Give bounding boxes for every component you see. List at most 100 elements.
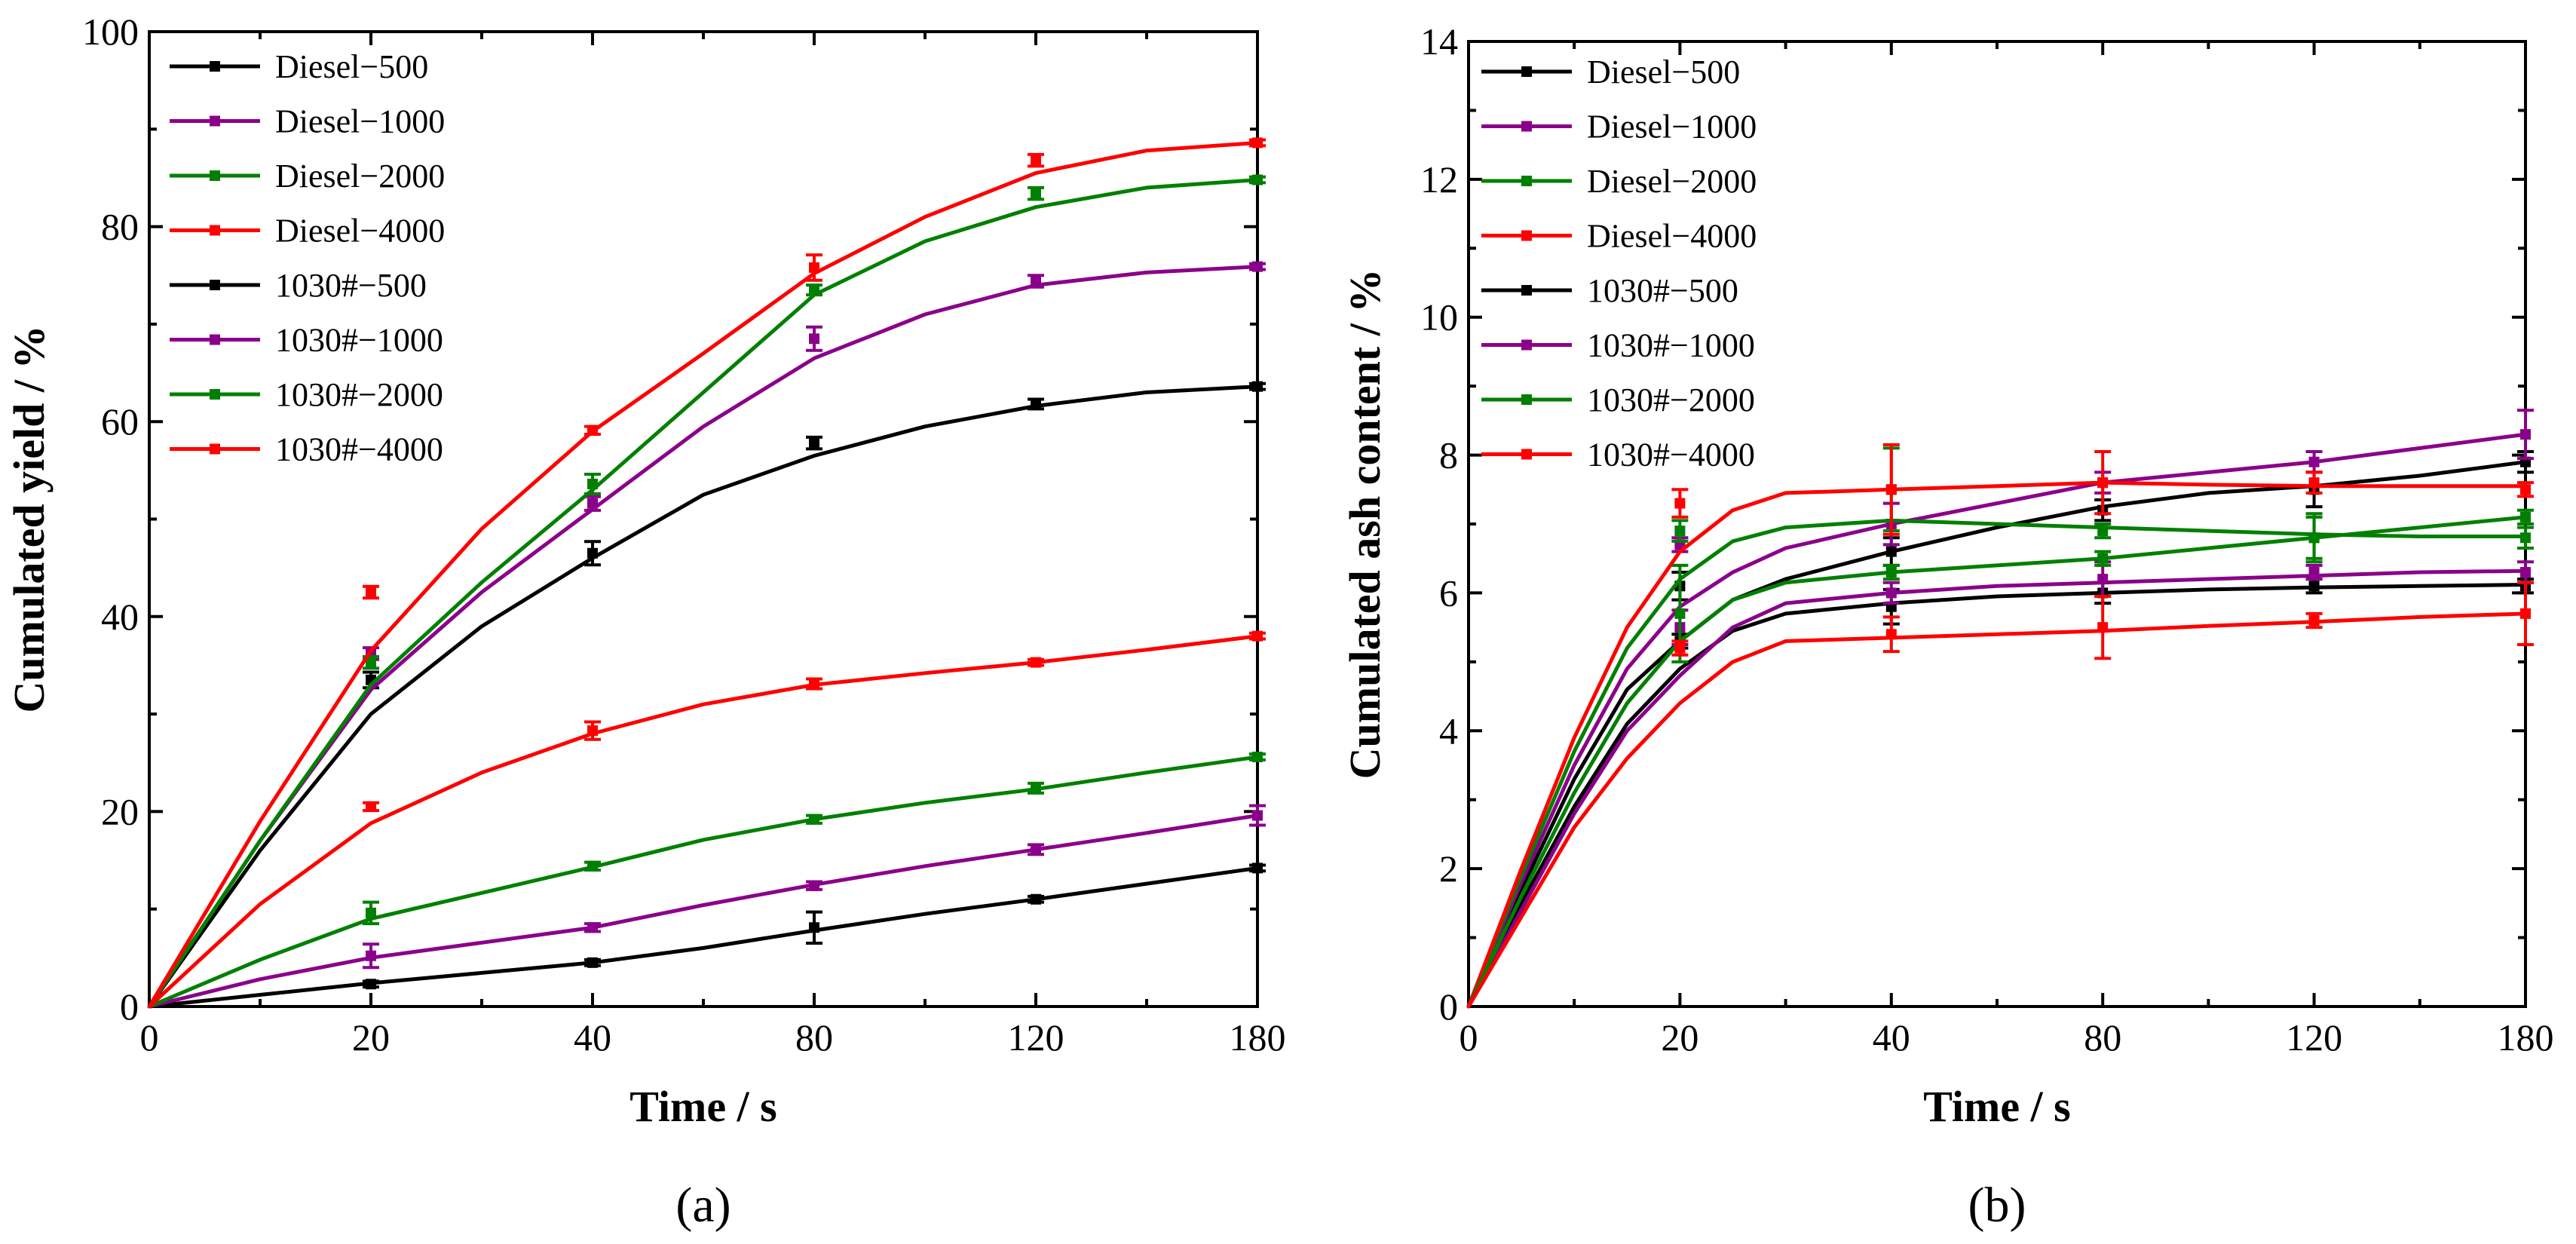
legend-label: 1030#−2000 [1587, 381, 1755, 418]
legend-label: 1030#−4000 [275, 431, 443, 468]
x-tick-label: 20 [1661, 1016, 1698, 1059]
data-point [2097, 622, 2109, 633]
data-point [1252, 381, 1263, 392]
data-point [1674, 498, 1686, 509]
series-line [1466, 515, 2528, 1009]
data-point [587, 957, 598, 968]
series-8 [147, 630, 1266, 1009]
data-point [1031, 155, 1041, 166]
data-point [587, 424, 598, 436]
data-point [809, 922, 819, 933]
legend-swatch-marker [210, 443, 220, 455]
data-point [366, 979, 376, 990]
legend-label: Diesel−500 [275, 48, 428, 85]
series-line [1466, 583, 2528, 1009]
legend-label: 1030#−2000 [275, 376, 443, 413]
data-point [1031, 188, 1041, 199]
data-point [1885, 484, 1897, 495]
legend-swatch-marker [1521, 449, 1532, 460]
y-tick-label: 2 [1439, 847, 1458, 890]
data-point [587, 860, 598, 872]
y-tick-label: 0 [1439, 985, 1458, 1028]
legend-swatch-marker [210, 389, 220, 400]
x-tick-label: 120 [2286, 1016, 2342, 1059]
legend-swatch-marker [1521, 176, 1532, 186]
legend: Diesel−500 Diesel−1000 Diesel−2000 Diesel−4… [1481, 54, 1757, 473]
x-tick-label: 0 [1460, 1016, 1478, 1059]
x-tick-label: 40 [1873, 1016, 1910, 1059]
data-point [2520, 484, 2531, 495]
data-point [1885, 629, 1897, 640]
data-point [1885, 587, 1897, 599]
y-tick-label: 60 [101, 400, 139, 443]
legend-label: Diesel−2000 [275, 158, 445, 195]
x-tick-label: 20 [352, 1016, 390, 1059]
y-tick-label: 10 [1420, 296, 1458, 339]
legend-label: Diesel−1000 [1587, 109, 1757, 146]
series-5 [1466, 578, 2534, 1009]
legend-label: Diesel−4000 [1587, 218, 1757, 255]
legend-swatch-marker [1521, 230, 1532, 241]
data-point [366, 950, 376, 961]
series-6 [1466, 560, 2534, 1009]
series-line [1466, 568, 2528, 1009]
y-tick-label: 0 [120, 985, 139, 1028]
data-point [2097, 574, 2109, 585]
data-point [2308, 615, 2320, 626]
series-line [147, 140, 1260, 1009]
data-point [1885, 546, 1897, 557]
data-point [2308, 567, 2320, 578]
x-tick-label: 40 [574, 1016, 611, 1059]
chart-panel-b: 0 20 40 80 120 180 0 2 4 6 8 10 12 14 Time / s Cumulate… [1340, 20, 2554, 1233]
x-tick-label: 80 [795, 1016, 833, 1059]
data-point [2520, 429, 2531, 440]
panel-label: (a) [675, 1178, 731, 1233]
data-point [1031, 844, 1041, 855]
series-7 [1466, 508, 2534, 1009]
legend-label: 1030#−1000 [1587, 327, 1755, 364]
series-line [1466, 518, 2528, 1009]
data-point [2308, 477, 2320, 489]
data-point [1674, 525, 1686, 537]
legend-label: Diesel−500 [1587, 54, 1740, 90]
series-line [147, 385, 1260, 1009]
legend-swatch-marker [1521, 339, 1532, 351]
legend-swatch-marker [210, 170, 220, 181]
data-point [1252, 810, 1263, 821]
data-point [366, 657, 376, 668]
data-point [587, 478, 598, 489]
legend: Diesel−500 Diesel−1000 Diesel−2000 Diesel−4… [170, 48, 445, 468]
data-point [2520, 532, 2531, 544]
legend-swatch-marker [1521, 121, 1532, 132]
data-point [2308, 456, 2320, 467]
data-point [366, 801, 376, 812]
legend-swatch-marker [210, 334, 220, 345]
data-point [587, 922, 598, 933]
series-line [147, 178, 1260, 1009]
x-tick-label: 180 [2498, 1016, 2554, 1059]
data-point [587, 547, 598, 559]
data-point [587, 725, 598, 737]
legend-label: Diesel−1000 [275, 103, 445, 140]
data-point [2097, 553, 2109, 564]
legend-label: 1030#−4000 [1587, 437, 1755, 473]
legend-swatch-marker [210, 225, 220, 236]
series-4 [1466, 443, 2534, 1009]
series-line [1466, 480, 2528, 1009]
data-point [1674, 642, 1686, 654]
legend-label: Diesel−4000 [275, 213, 445, 250]
data-point [809, 814, 819, 825]
data-point [2520, 511, 2531, 522]
data-point [1252, 630, 1263, 642]
y-axis-title: Cumulated ash content / % [1340, 269, 1389, 780]
x-tick-label: 180 [1230, 1016, 1286, 1059]
series-6 [147, 804, 1266, 1009]
data-point [809, 880, 819, 891]
x-tick-label: 80 [2084, 1016, 2121, 1059]
data-point [1031, 657, 1041, 668]
legend-swatch-marker [1521, 66, 1532, 77]
series-2 [1466, 409, 2534, 1009]
panel-label: (b) [1968, 1178, 2026, 1233]
chart-panel-a: 0 20 40 80 120 180 0 20 40 60 80 100 Time / s Cumulat… [5, 11, 1286, 1233]
data-point [1031, 398, 1041, 409]
